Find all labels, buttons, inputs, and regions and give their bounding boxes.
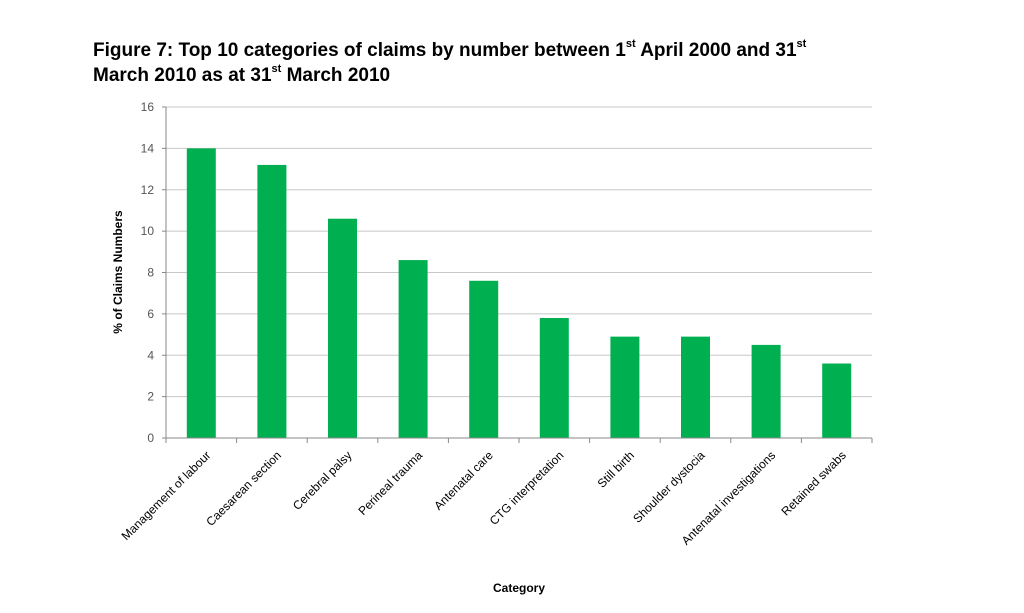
axes xyxy=(162,106,873,443)
bar xyxy=(539,318,569,438)
y-tick-label: 14 xyxy=(141,141,155,155)
bar xyxy=(257,164,287,439)
chart-title-line-1: Figure 7: Top 10 categories of claims by… xyxy=(93,37,807,61)
bar xyxy=(328,218,357,438)
x-tick-label: Management of labour xyxy=(119,448,214,543)
x-tick-label: Still birth xyxy=(595,448,637,490)
chart-title-line-2: March 2010 as at 31st March 2010 xyxy=(93,62,391,86)
bars xyxy=(186,148,852,439)
y-tick-label: 8 xyxy=(147,266,154,280)
x-tick-label: Perineal trauma xyxy=(355,448,425,518)
x-tick-label: Cerebral palsy xyxy=(290,448,355,513)
bar xyxy=(751,344,781,438)
bar xyxy=(469,280,499,438)
y-axis-label: % of Claims Numbers xyxy=(111,210,125,334)
y-tick-label: 6 xyxy=(147,307,154,321)
bar xyxy=(822,363,852,438)
y-tick-label: 12 xyxy=(141,183,155,197)
bar xyxy=(398,260,428,438)
y-tick-label: 0 xyxy=(147,431,154,445)
y-tick-label: 16 xyxy=(141,100,155,114)
x-axis-label: Category xyxy=(493,581,545,595)
bar xyxy=(681,336,710,438)
x-tick-label: CTG interpretation xyxy=(487,448,567,528)
bar xyxy=(186,148,216,438)
x-tick-label: Antenatal care xyxy=(431,448,496,513)
bar xyxy=(610,336,640,438)
chart-title: Figure 7: Top 10 categories of claims by… xyxy=(93,38,913,88)
y-tick-labels: 0 2 4 6 8 10 12 14 16 xyxy=(141,100,155,445)
x-tick-label: Shoulder dystocia xyxy=(630,448,708,526)
x-tick-label: Caesarean section xyxy=(203,448,284,529)
y-tick-label: 10 xyxy=(141,224,155,238)
y-tick-label: 2 xyxy=(147,390,154,404)
y-tick-label: 4 xyxy=(147,348,154,362)
x-tick-label: Retained swabs xyxy=(779,448,849,518)
